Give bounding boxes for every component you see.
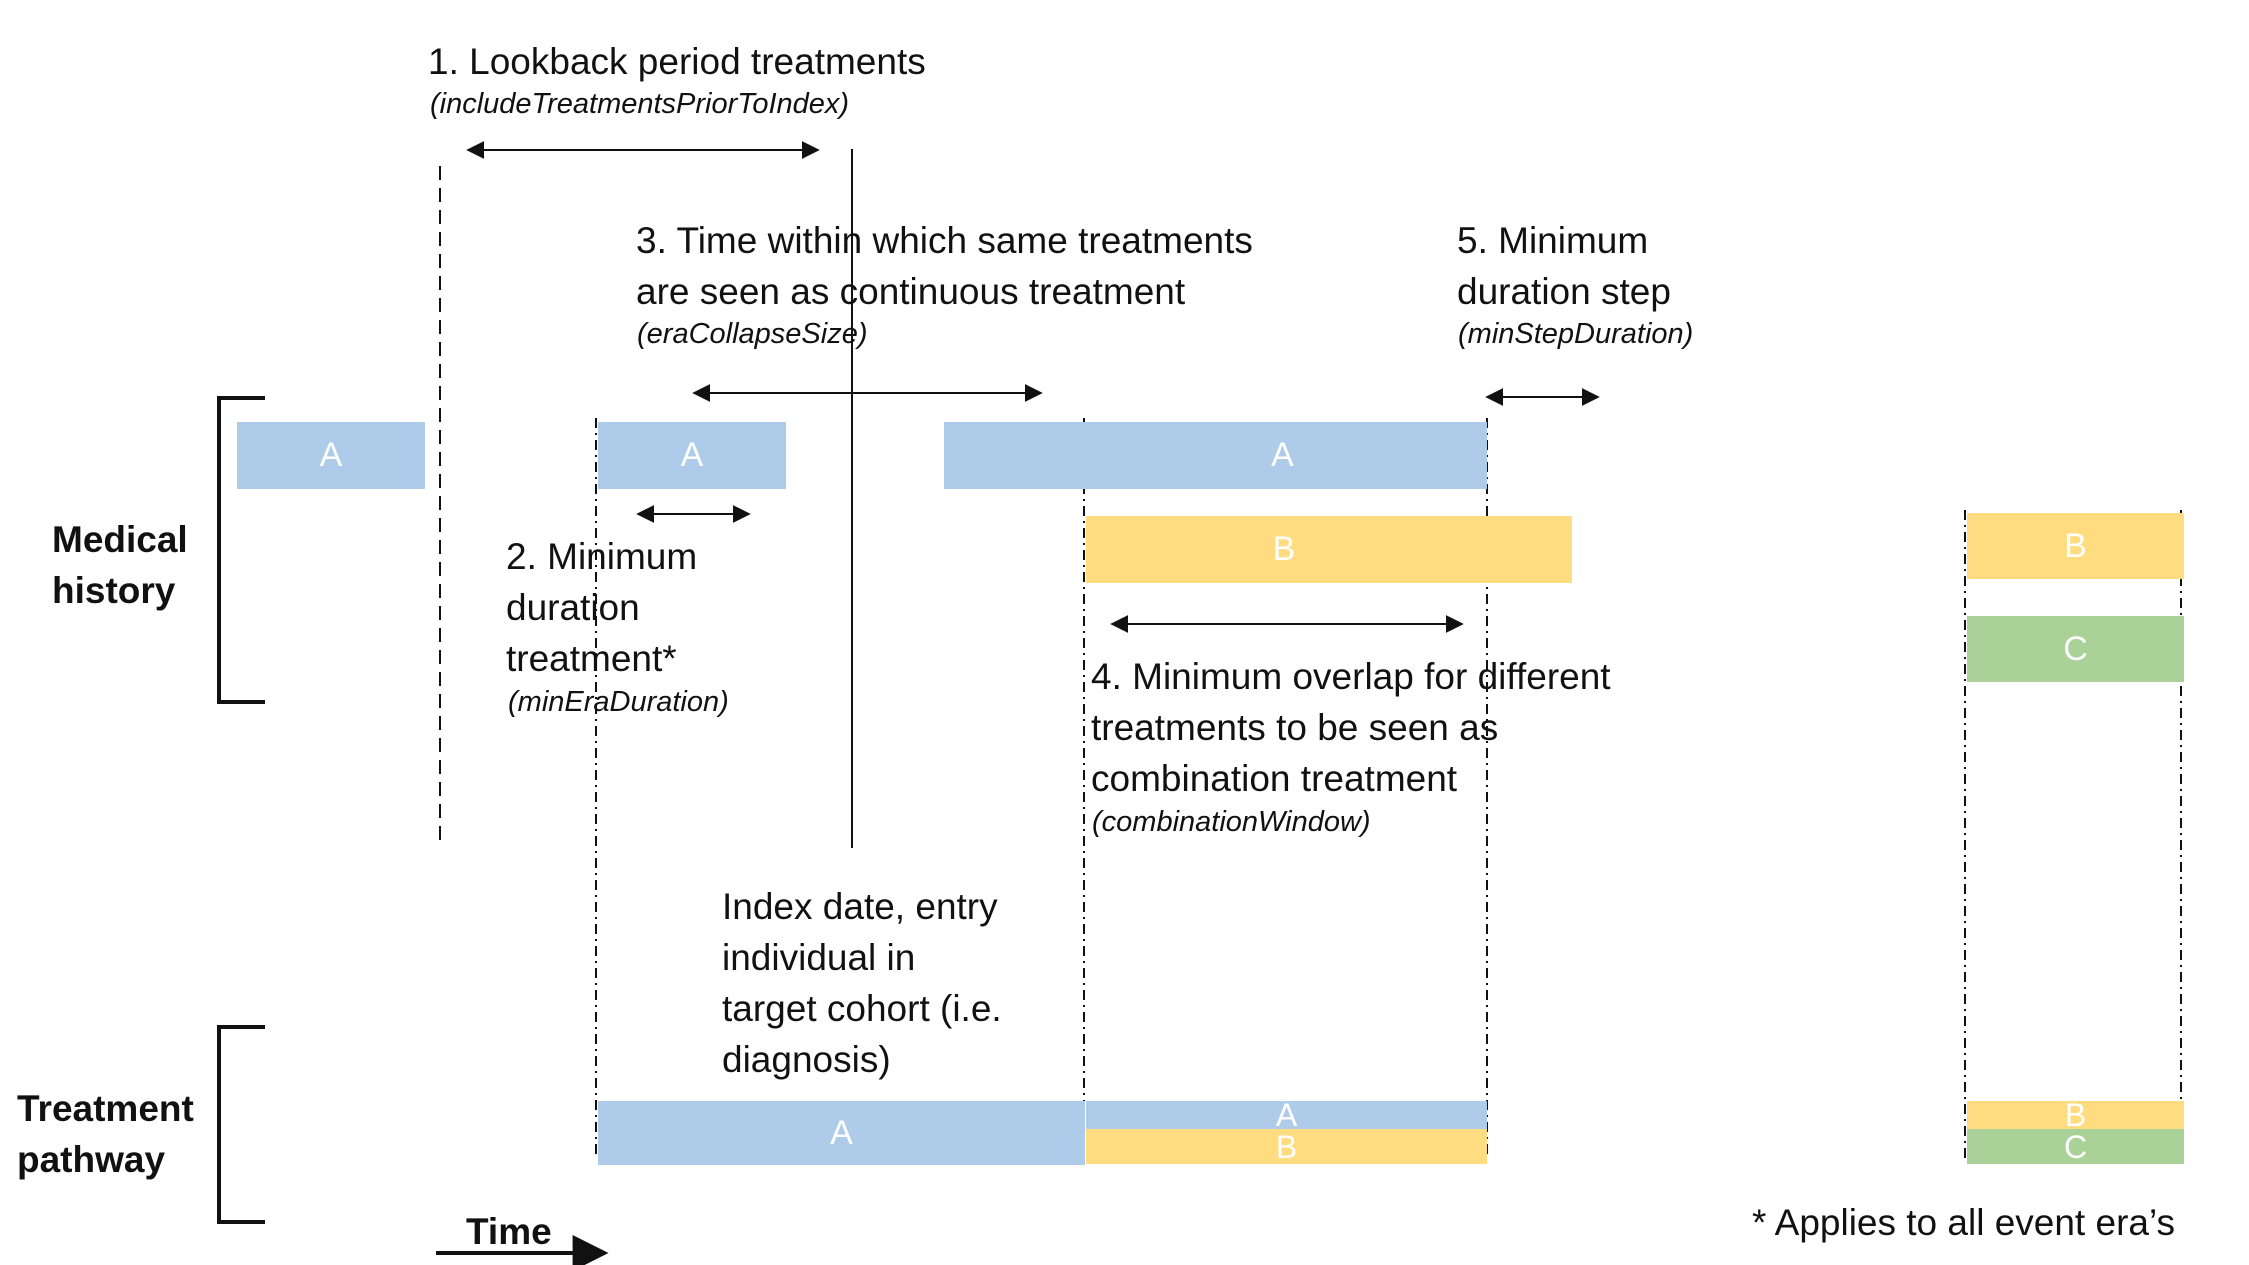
bar-label: A [1271,436,1294,474]
bar-label: B [1272,530,1296,568]
pathway-right-c: C [1967,1129,2184,1164]
pathway-combo-b: B [1086,1129,1487,1164]
bar-label: B [2064,1097,2087,1133]
bar-label: A [319,436,343,474]
bar-label: B [2064,526,2087,565]
index-date-label: Index date, entry individual in target c… [722,886,1002,1080]
history-bar-a-long: A [944,422,1487,489]
medical-history-label: Medical history [52,519,188,611]
overlap-title: 4. Minimum overlap for different treatme… [1091,656,1611,799]
min-duration-param: (minEraDuration) [508,686,729,718]
pathway-right-b: B [1967,1097,2184,1133]
min-step-param: (minStepDuration) [1458,318,1694,350]
footnote: * Applies to all event era’s [1752,1202,2176,1243]
bar-label: C [2063,1128,2088,1165]
bar-label: C [2063,629,2088,668]
history-bar-b: B [1086,516,1572,583]
bar-label: A [1275,1097,1298,1133]
treatment-pathway-bracket [217,1025,265,1224]
bar-label: A [830,1113,853,1152]
overlap-param: (combinationWindow) [1092,806,1371,838]
pathway-combo-a: A [1086,1097,1487,1133]
collapse-param: (eraCollapseSize) [637,318,868,350]
history-bar-c-right: C [1967,616,2184,682]
time-label: Time [466,1211,552,1252]
medical-history-bracket [217,396,265,704]
bar-label: B [1275,1128,1298,1165]
treatment-pathway-label: Treatment pathway [17,1088,194,1180]
min-duration-title: 2. Minimum duration treatment* [506,536,698,679]
history-bar-a-prior: A [237,422,425,489]
bar-label: A [680,436,704,474]
history-bar-b-right: B [1967,513,2184,579]
collapse-title: 3. Time within which same treatments are… [636,220,1253,312]
min-step-title: 5. Minimum duration step [1457,220,1671,312]
lookback-param: (includeTreatmentsPriorToIndex) [430,88,850,120]
pathway-bar-a: A [598,1101,1085,1165]
era-boundary-guides [595,418,2182,1158]
lookback-title: 1. Lookback period treatments [428,41,926,82]
history-bar-a-short: A [598,422,786,489]
